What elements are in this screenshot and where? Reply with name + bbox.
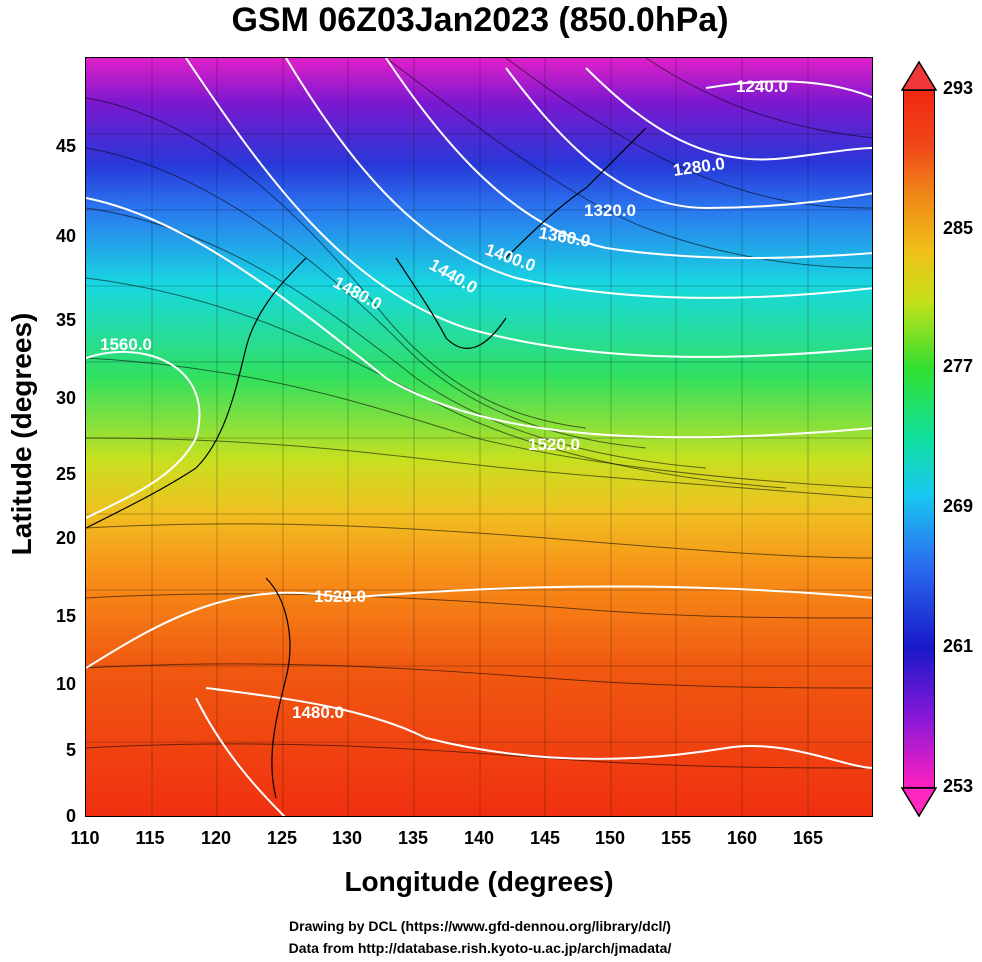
contour-label: 1520.0 [528, 435, 580, 454]
x-tick-label: 135 [397, 828, 429, 848]
contour-label: 1240.0 [736, 77, 788, 96]
colorbar [903, 90, 935, 788]
map-overlay: 1240.0 1280.0 1320.0 1360.0 1400.0 1440.… [86, 58, 872, 816]
contour-label: 1400.0 [483, 240, 538, 276]
x-axis-label: Longitude (degrees) [344, 866, 614, 897]
x-tick-label: 110 [70, 828, 100, 848]
x-tick-label: 120 [200, 828, 232, 848]
y-tick-label: 25 [55, 464, 76, 484]
y-tick-label: 15 [55, 606, 76, 626]
x-tick-label: 155 [660, 828, 692, 848]
colorbar-tick-label: 285 [943, 218, 974, 238]
colorbar-tick-label: 261 [943, 636, 974, 656]
footer-credit-dcl: Drawing by DCL (https://www.gfd-dennou.o… [289, 918, 671, 934]
x-tick-label: 115 [135, 828, 165, 848]
colorbar-max-arrow [900, 60, 938, 91]
contour-lines [86, 58, 872, 816]
map-title: GSM 06Z03Jan2023 (850.0hPa) [231, 1, 729, 39]
y-tick-label: 30 [55, 388, 76, 408]
temperature-map: 1240.0 1280.0 1320.0 1360.0 1400.0 1440.… [85, 57, 873, 817]
x-tick-label: 130 [331, 828, 363, 848]
colorbar-tick-label: 277 [943, 356, 974, 376]
x-tick-label: 150 [594, 828, 626, 848]
contour-labels: 1240.0 1280.0 1320.0 1360.0 1400.0 1440.… [100, 77, 788, 722]
colorbar-tick-label: 293 [943, 78, 974, 98]
y-tick-label: 45 [55, 136, 76, 156]
y-axis-label: Latitude (degrees) [6, 312, 37, 556]
x-tick-label: 165 [792, 828, 824, 848]
grid-lines [86, 58, 872, 816]
x-tick-label: 160 [726, 828, 758, 848]
coastlines [86, 127, 647, 799]
contour-label: 1520.0 [314, 587, 366, 606]
contour-label: 1480.0 [292, 703, 344, 722]
y-tick-label: 35 [55, 310, 76, 330]
colorbar-min-arrow [900, 787, 938, 818]
y-tick-label: 5 [65, 740, 76, 760]
y-tick-label: 0 [65, 806, 76, 826]
colorbar-tick-label: 253 [943, 776, 974, 796]
y-tick-label: 20 [55, 528, 76, 548]
footer-credit-data: Data from http://database.rish.kyoto-u.a… [288, 940, 672, 956]
contour-label: 1560.0 [100, 335, 152, 354]
contour-label: 1320.0 [584, 201, 636, 220]
contour-label: 1480.0 [330, 273, 385, 314]
x-tick-label: 145 [529, 828, 561, 848]
contour-label: 1280.0 [672, 154, 726, 180]
colorbar-tick-label: 269 [943, 496, 974, 516]
x-tick-label: 125 [266, 828, 298, 848]
y-tick-label: 10 [55, 674, 76, 694]
x-tick-label: 140 [463, 828, 495, 848]
y-tick-label: 40 [55, 226, 76, 246]
